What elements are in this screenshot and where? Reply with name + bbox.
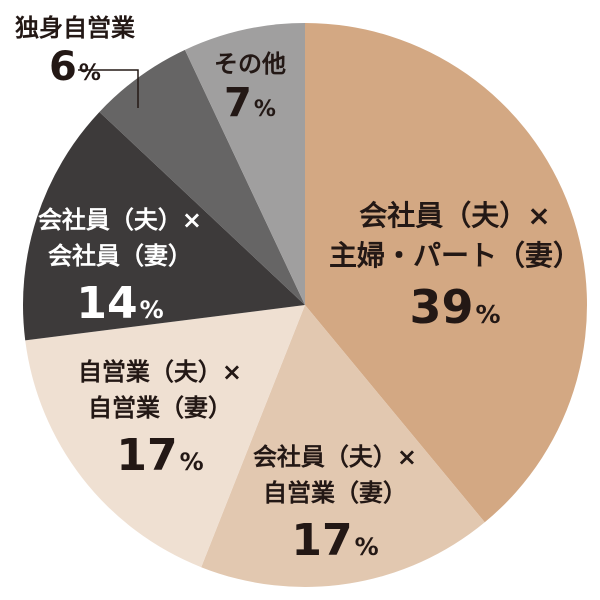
slice-label-2: 会社員（夫）× 自営業（妻） 17% [253,443,417,566]
slice-value: 17% [116,430,203,481]
pie-slices [23,23,587,587]
slice-label-line: 会社員（夫）× [359,199,550,232]
slice-label-line: 自営業（妻） [88,394,232,422]
slice-label-3: 自営業（夫）× 自営業（妻） 17% [78,358,242,481]
slice-value: 6% [49,44,101,90]
slice-label-4: 会社員（夫）× 会社員（妻） 14% [38,206,202,329]
pie-slice-6 [184,23,305,305]
slice-label-line: 会社員（妻） [48,242,192,270]
slice-label-line: 主婦・パート（妻） [329,239,581,272]
pie-slice-2 [201,305,485,587]
slice-label-1: 会社員（夫）× 主婦・パート（妻） 39% [329,199,581,334]
slice-value: 39% [409,280,500,334]
pie-slice-4 [23,111,306,341]
slice-label-line: 会社員（夫）× [253,443,417,471]
slice-value: 17% [291,515,378,566]
slice-label-line: 自営業（夫）× [78,358,242,386]
pie-slice-1 [305,23,587,523]
slice-label-line: 独身自営業 [15,14,135,42]
leader-line [78,69,139,108]
slice-label-line: 会社員（夫）× [38,206,202,234]
pie-labels: 会社員（夫）×主婦・パート（妻）39%会社員（夫）×自営業（妻）17%自営業（夫… [15,14,581,566]
slice-value: 14% [76,278,163,329]
slice-label-line: 自営業（妻） [263,479,407,507]
slice-label-line: その他 [214,50,286,78]
slice-value: 7% [224,80,276,126]
pie-slice-3 [25,305,305,568]
pie-slice-5 [99,49,305,305]
